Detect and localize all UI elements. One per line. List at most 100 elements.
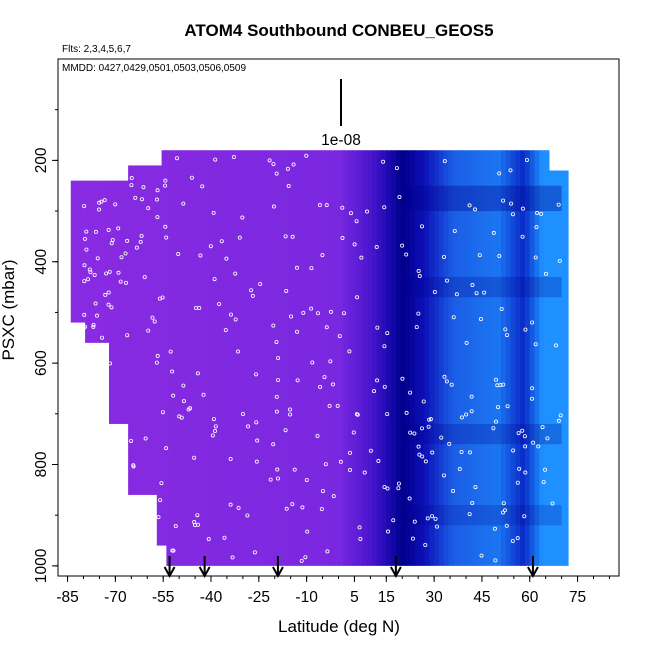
observation-marker [113, 202, 118, 207]
field-stripe [180, 150, 187, 566]
observation-marker [355, 295, 360, 300]
field-stripe [113, 180, 120, 424]
observation-marker [510, 538, 515, 543]
flights-subtitle: Flts: 2,3,4,5,6,7 [62, 44, 131, 55]
observation-marker [231, 155, 236, 160]
observation-marker [252, 550, 257, 555]
observation-marker [523, 444, 528, 449]
y-tick-label: 400 [33, 248, 50, 274]
field-stripe [352, 150, 359, 566]
observation-marker [223, 328, 228, 333]
observation-markers [81, 153, 563, 563]
observation-marker [237, 235, 242, 240]
observation-marker [208, 244, 213, 249]
observation-marker [493, 558, 498, 563]
observation-marker [423, 542, 428, 547]
observation-marker [154, 197, 159, 202]
observation-marker [400, 376, 405, 381]
field-stripe [467, 150, 473, 566]
scale-legend: 1e-08 [321, 79, 361, 149]
observation-marker [245, 513, 250, 518]
field-stripe [501, 150, 507, 566]
observation-marker [504, 333, 509, 338]
field-stripe [520, 150, 526, 566]
observation-marker [284, 289, 289, 294]
observation-marker [240, 215, 245, 220]
observation-marker [364, 209, 369, 214]
observation-marker [467, 450, 472, 455]
observation-marker [492, 526, 497, 531]
observation-marker [530, 320, 535, 325]
observation-marker [295, 329, 300, 334]
x-tick-label: -55 [152, 589, 174, 606]
observation-marker [206, 537, 211, 542]
observation-marker [233, 317, 238, 322]
observation-marker [511, 448, 516, 453]
observation-marker [102, 198, 107, 203]
observation-marker [283, 234, 288, 239]
observation-marker [502, 508, 507, 513]
field-stripe [175, 150, 182, 566]
field-stripe [558, 170, 564, 566]
observation-marker [299, 558, 304, 563]
observation-marker [315, 311, 320, 316]
observation-marker [428, 417, 433, 422]
observation-marker [470, 501, 475, 506]
observation-marker [131, 464, 136, 469]
observation-marker [213, 157, 218, 162]
observation-marker [442, 374, 447, 379]
field-stripe [534, 150, 540, 566]
observation-marker [522, 514, 527, 519]
observation-marker [494, 377, 499, 382]
observation-marker [404, 252, 409, 257]
observation-marker [479, 553, 484, 558]
field-stripe [171, 150, 177, 566]
observation-marker [97, 207, 102, 212]
observation-marker [375, 325, 380, 330]
observation-marker [397, 194, 402, 199]
field-stripe [491, 150, 497, 566]
observation-marker [340, 205, 345, 210]
observation-marker [533, 342, 538, 347]
field-band [402, 276, 562, 298]
field-stripe [424, 150, 430, 566]
field-stripe [400, 150, 407, 566]
observation-marker [417, 274, 422, 279]
observation-marker [330, 382, 335, 387]
observation-marker [523, 327, 528, 332]
observation-marker [155, 215, 160, 220]
observation-marker [324, 325, 329, 330]
field-stripe [410, 150, 416, 566]
observation-marker [534, 225, 539, 230]
observation-marker [139, 197, 144, 202]
field-stripe [539, 150, 545, 566]
observation-marker [103, 292, 108, 297]
field-stripe [99, 180, 105, 343]
observation-marker [108, 361, 113, 366]
observation-marker [317, 203, 322, 208]
observation-marker [444, 379, 449, 384]
observation-marker [495, 383, 500, 388]
observation-marker [354, 219, 359, 224]
y-axis-label: PSXC (mbar) [0, 259, 18, 360]
observation-marker [501, 501, 506, 506]
observation-marker [235, 349, 240, 354]
observation-marker [271, 442, 276, 447]
observation-marker [425, 516, 430, 521]
observation-marker [416, 311, 421, 316]
observation-marker [300, 505, 305, 510]
field-stripe [190, 150, 196, 566]
observation-marker [160, 410, 165, 415]
observation-marker [472, 207, 477, 212]
y-tick-label: 1000 [33, 548, 50, 583]
field-stripe [281, 150, 287, 566]
observation-marker [391, 518, 396, 523]
field-stripe [118, 180, 124, 424]
field-stripe [333, 150, 340, 566]
observation-marker [419, 426, 424, 431]
observation-marker [315, 433, 320, 438]
observation-marker [442, 159, 447, 164]
observation-marker [93, 301, 98, 306]
observation-marker [520, 234, 525, 239]
observation-marker [500, 510, 505, 515]
